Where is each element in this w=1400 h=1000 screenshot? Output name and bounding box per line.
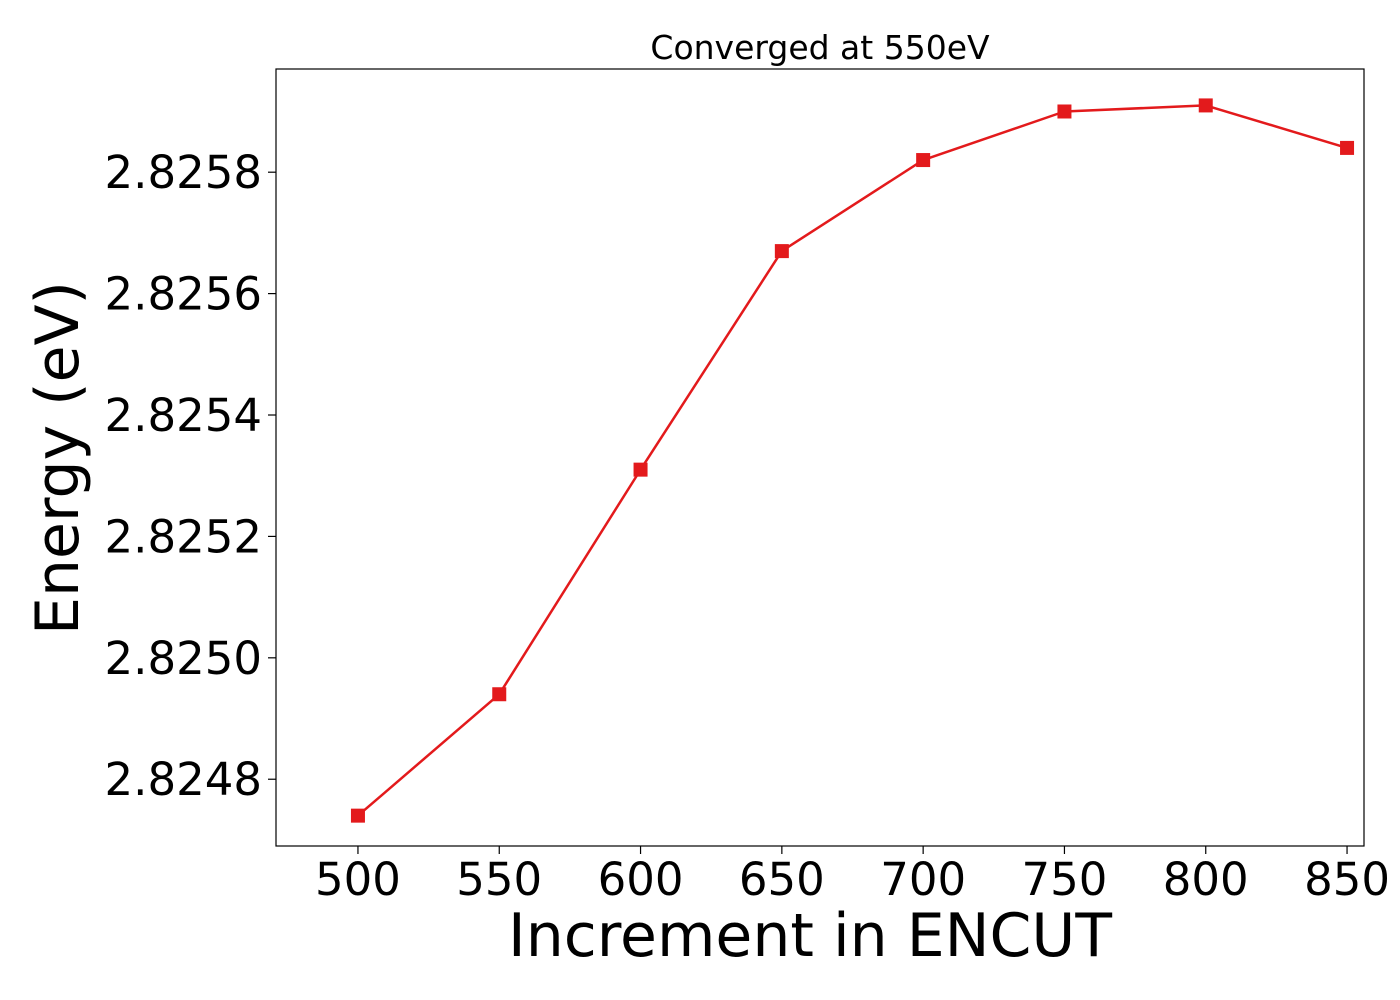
x-tick-label: 650: [739, 853, 825, 906]
data-point: [1340, 140, 1355, 155]
x-tick-label: 550: [456, 853, 542, 906]
x-tick-label: 600: [598, 853, 684, 906]
x-tick-label: 850: [1304, 853, 1390, 906]
y-tick-label: 2.8248: [105, 753, 262, 806]
y-tick-label: 2.8256: [105, 268, 262, 321]
series-line: [357, 104, 1348, 817]
data-markers: [350, 98, 1355, 823]
y-axis-ticks: 2.8248 2.8250 2.8252 2.8254 2.8256 2.8258: [105, 146, 276, 806]
x-tick-label: 700: [880, 853, 966, 906]
x-tick-label: 750: [1021, 853, 1107, 906]
data-point: [916, 153, 931, 168]
data-point: [1198, 98, 1213, 113]
x-tick-label: 500: [315, 853, 401, 906]
data-point: [350, 808, 365, 823]
y-tick-label: 2.8258: [105, 146, 262, 199]
data-point: [492, 687, 507, 702]
plot-area-frame: [275, 68, 1365, 847]
y-tick-label: 2.8254: [105, 389, 262, 442]
chart-title: Converged at 550eV: [650, 28, 990, 67]
y-axis-label: Energy (eV): [23, 281, 93, 635]
data-point: [633, 462, 648, 477]
x-tick-label: 800: [1163, 853, 1249, 906]
y-tick-label: 2.8252: [105, 510, 262, 563]
data-point: [1057, 104, 1072, 119]
x-axis-label: Increment in ENCUT: [508, 901, 1112, 971]
y-tick-label: 2.8250: [105, 632, 262, 685]
data-point: [774, 244, 789, 259]
x-axis-ticks: 500 550 600 650 700 750 800 850: [315, 846, 1390, 906]
